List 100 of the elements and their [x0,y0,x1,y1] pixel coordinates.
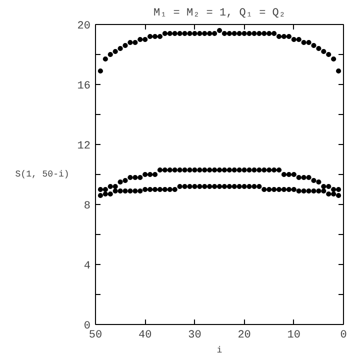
point [326,52,332,58]
point [321,48,326,54]
x-tick-label: 30 [188,330,202,342]
point [142,186,148,192]
point [118,188,123,194]
x-axis-title: i [216,346,222,356]
point [207,167,212,173]
point [266,186,272,192]
point [108,184,113,190]
point [152,186,158,192]
point [112,48,118,54]
point [108,52,113,58]
chart-title: M₁ = M₂ = 1, Q₁ = Q₂ [153,8,286,20]
point [177,167,182,173]
point [336,68,342,74]
point [222,167,228,173]
x-tick-label: 40 [138,330,152,342]
point [236,167,242,173]
point [118,46,123,52]
y-axis-title: S(1, 50-i) [15,170,70,180]
point [286,34,292,40]
point [252,167,257,173]
point [331,56,336,62]
y-tick-label: 4 [84,260,91,272]
point [122,188,128,194]
point [232,167,237,173]
point [212,167,218,173]
point [122,42,128,48]
point [246,167,252,173]
y-tick-label: 20 [77,20,90,32]
point [98,186,104,192]
point [187,167,192,173]
point [187,184,192,190]
y-tick-label: 8 [84,200,91,212]
point [306,174,312,180]
x-tick-label: 0 [340,330,347,342]
point [152,172,158,178]
point [236,184,242,190]
point [102,191,108,197]
point [242,184,247,190]
y-tick-label: 0 [84,320,91,332]
point [197,167,202,173]
point [157,186,163,192]
point [132,174,138,180]
x-tick-label: 20 [238,330,251,342]
point [276,34,282,40]
point [226,167,232,173]
point [212,30,218,36]
point [108,191,113,197]
y-tick-label: 12 [77,140,90,152]
point [177,184,182,190]
point [296,188,302,194]
point [167,186,172,192]
point [306,40,312,46]
point [122,178,128,184]
point [252,30,257,36]
x-tick-label: 50 [88,330,102,342]
point [256,30,262,36]
point [281,186,287,192]
point [321,188,326,194]
point [148,186,153,192]
point [197,30,202,36]
point [222,30,228,36]
point [162,30,168,36]
point [242,167,247,173]
point [286,172,292,178]
point [321,184,326,190]
point [291,36,296,42]
point [336,192,342,198]
point [172,186,178,192]
point [128,188,133,194]
point [331,186,336,192]
point [152,34,158,40]
point [212,184,218,190]
point [192,30,198,36]
point [306,188,312,194]
point [187,30,192,36]
point [301,174,306,180]
point [266,30,272,36]
point [142,172,148,178]
point [242,30,247,36]
point [216,184,222,190]
point [192,184,198,190]
point [138,188,143,194]
point [172,30,178,36]
point [262,167,267,173]
point [157,34,163,40]
point [132,40,138,46]
point [326,191,332,197]
point [252,184,257,190]
point [272,167,277,173]
point [118,179,123,185]
point [316,179,322,185]
point [316,188,322,194]
point [296,36,302,42]
point [102,56,108,62]
point [98,68,104,74]
point [236,30,242,36]
point [216,28,222,34]
point [276,167,282,173]
